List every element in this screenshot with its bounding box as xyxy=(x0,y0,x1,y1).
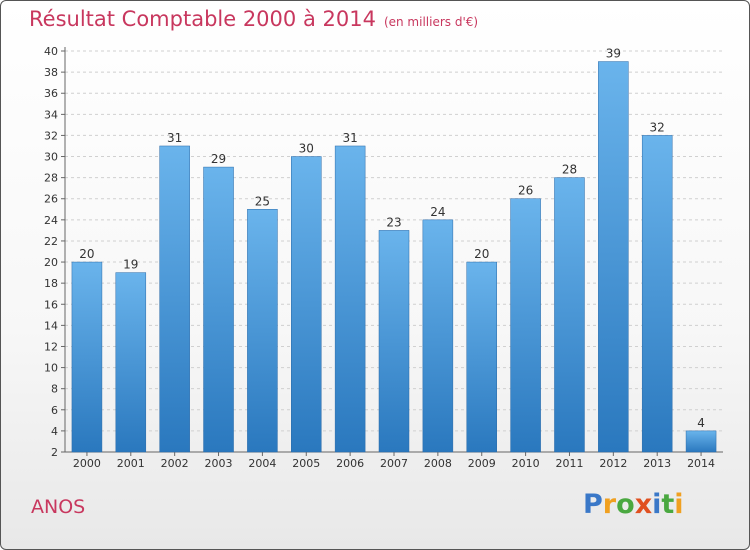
bar xyxy=(291,156,322,453)
bar-value-label: 39 xyxy=(606,47,621,61)
y-tick-label: 10 xyxy=(44,362,58,375)
logo-letter: o xyxy=(616,489,635,520)
y-tick-label: 36 xyxy=(44,87,58,100)
chart-title-text: Résultat Comptable 2000 à 2014 xyxy=(29,7,376,31)
bar-value-label: 4 xyxy=(697,416,705,430)
y-tick-label: 4 xyxy=(51,425,58,438)
bar-value-label: 19 xyxy=(123,258,138,272)
y-tick-label: 20 xyxy=(44,256,58,269)
bar xyxy=(378,230,410,453)
x-tick-label: 2008 xyxy=(424,457,452,470)
bar xyxy=(71,261,103,453)
bar-value-label: 32 xyxy=(650,120,665,134)
bar-value-label: 31 xyxy=(167,131,182,145)
proxiti-logo: Proxiti xyxy=(583,489,684,520)
x-tick-label: 2004 xyxy=(248,457,276,470)
x-tick-label: 2003 xyxy=(205,457,233,470)
bar-value-label: 20 xyxy=(79,247,94,261)
bar-value-label: 20 xyxy=(474,247,489,261)
logo-letter: i xyxy=(652,489,662,520)
bar xyxy=(334,145,366,453)
logo-letter: P xyxy=(583,489,603,520)
logo-letter: r xyxy=(602,489,617,520)
y-tick-label: 6 xyxy=(51,404,58,417)
y-tick-label: 8 xyxy=(51,383,58,396)
y-tick-label: 26 xyxy=(44,193,58,206)
bar-value-label: 24 xyxy=(430,205,445,219)
bars xyxy=(71,61,717,453)
x-tick-label: 2014 xyxy=(687,457,715,470)
chart-subtitle: (en milliers d'€) xyxy=(383,15,479,29)
bar xyxy=(422,219,454,453)
y-tick-label: 28 xyxy=(44,172,58,185)
bar xyxy=(159,145,190,453)
y-tick-label: 30 xyxy=(44,151,58,164)
x-tick-label: 2007 xyxy=(380,457,408,470)
y-tick-label: 2 xyxy=(51,446,58,459)
bar xyxy=(685,430,717,453)
bar xyxy=(554,177,585,453)
x-tick-label: 2005 xyxy=(292,457,320,470)
x-tick-label: 2012 xyxy=(599,457,627,470)
x-tick-label: 2011 xyxy=(555,457,583,470)
x-tick-label: 2002 xyxy=(161,457,189,470)
bar xyxy=(598,61,629,453)
x-tick-label: 2006 xyxy=(336,457,364,470)
bar xyxy=(203,166,234,453)
x-tick-label: 2009 xyxy=(468,457,496,470)
bar-value-label: 30 xyxy=(299,142,314,156)
x-tick-label: 2001 xyxy=(117,457,145,470)
bar-value-label: 26 xyxy=(518,184,533,198)
x-tick-label: 2013 xyxy=(643,457,671,470)
logo-letter: i xyxy=(674,489,684,520)
y-tick-label: 22 xyxy=(44,235,58,248)
bar-value-label: 25 xyxy=(255,194,270,208)
bar-value-label: 29 xyxy=(211,152,226,166)
labels: 2468101214161820222426283032343638402000… xyxy=(44,45,715,470)
bar xyxy=(466,261,497,453)
y-tick-label: 18 xyxy=(44,277,58,290)
y-tick-label: 14 xyxy=(44,319,58,332)
bar-value-label: 31 xyxy=(342,131,357,145)
logo-letter: t xyxy=(661,489,675,520)
bar xyxy=(115,272,147,453)
bar xyxy=(247,209,278,453)
logo-letter: x xyxy=(634,489,653,520)
bar xyxy=(641,135,673,453)
y-tick-label: 24 xyxy=(44,214,58,227)
y-tick-label: 34 xyxy=(44,108,58,121)
bar-value-label: 28 xyxy=(562,163,577,177)
bar-value-label: 23 xyxy=(386,215,401,229)
x-tick-label: 2000 xyxy=(73,457,101,470)
x-tick-label: 2010 xyxy=(512,457,540,470)
y-tick-label: 40 xyxy=(44,45,58,58)
y-tick-label: 12 xyxy=(44,340,58,353)
y-tick-label: 32 xyxy=(44,129,58,142)
commune-name: ANOS xyxy=(31,496,86,518)
y-tick-label: 38 xyxy=(44,66,58,79)
y-tick-label: 16 xyxy=(44,298,58,311)
chart-title: Résultat Comptable 2000 à 2014 (en millie… xyxy=(29,7,478,31)
bar xyxy=(510,198,541,453)
